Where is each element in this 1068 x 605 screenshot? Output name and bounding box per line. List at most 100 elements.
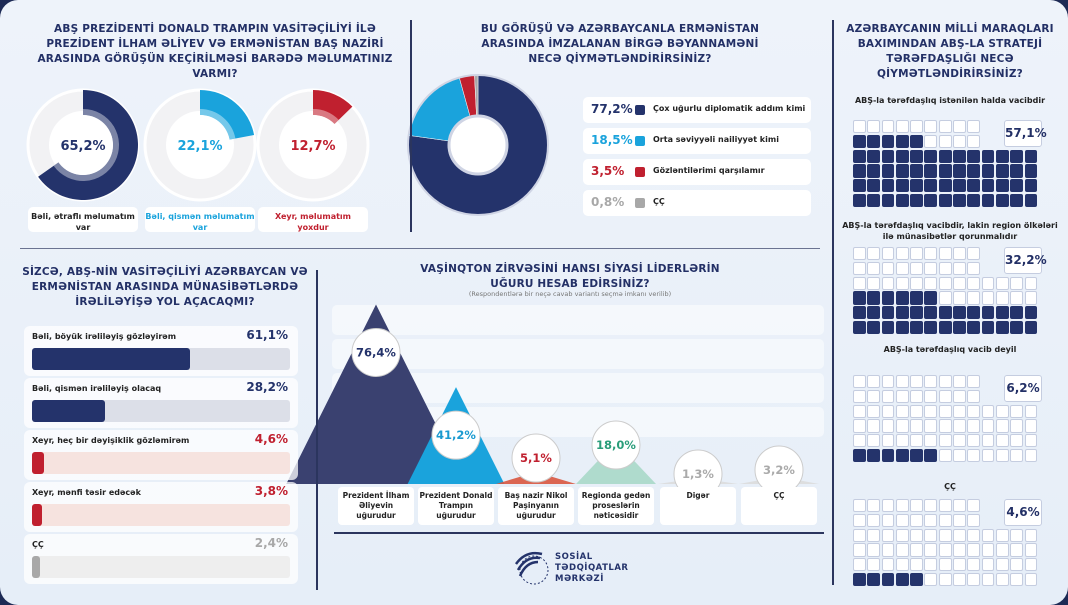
waffle-cell — [1010, 276, 1024, 290]
waffle-cell — [853, 543, 866, 557]
waffle-cell — [881, 306, 895, 320]
waffle-cell — [995, 528, 1009, 542]
waffle-cell — [867, 404, 881, 418]
waffle-cell — [981, 320, 995, 335]
waffle-cell — [910, 389, 923, 404]
legend-item: 77,2% Çox uğurlu diplomatik addım kimi — [583, 97, 811, 123]
waffle-cell — [1024, 193, 1038, 208]
waffle-cell — [967, 149, 981, 163]
gauge-value: 12,7% — [290, 139, 335, 154]
waffle-cell — [881, 543, 895, 557]
gauge-value: 22,1% — [177, 139, 222, 154]
waffle-cell — [995, 179, 1009, 193]
waffle-cell — [967, 513, 981, 528]
bar-value: 3,8% — [254, 484, 288, 498]
logo-icon — [514, 551, 549, 585]
waffle-cell — [981, 404, 995, 418]
legend-label: Orta səviyyəli nailiyyət kimi — [653, 135, 779, 144]
waffle-cell — [867, 389, 881, 404]
gauge-arc — [38, 90, 138, 201]
bar-track — [32, 504, 290, 526]
waffle-cell — [924, 434, 938, 448]
waffle-cell — [938, 404, 952, 418]
waffle-cell — [1010, 448, 1024, 463]
waffle-cell — [867, 513, 881, 528]
bar-track — [32, 556, 290, 578]
waffle-cell — [967, 164, 981, 178]
gauge-center — [53, 115, 113, 175]
waffle-cell — [953, 528, 966, 542]
waffle-cell — [895, 375, 909, 389]
waffle-cell — [1024, 558, 1038, 572]
waffle-cell — [953, 375, 966, 389]
waffle-cell — [953, 306, 966, 320]
waffle-cell — [881, 448, 895, 463]
waffle-cell — [867, 276, 881, 290]
waffle-cell — [1010, 572, 1024, 587]
waffle-cell — [953, 499, 966, 513]
waffle-cell — [910, 276, 923, 290]
peak-label: Baş nazir Nikol Paşinyanın uğurudur — [498, 487, 574, 525]
waffle-cell — [853, 306, 866, 320]
waffle-cell — [895, 434, 909, 448]
waffle-cell — [938, 434, 952, 448]
waffle-cell — [967, 120, 981, 134]
waffle-cell — [853, 164, 866, 178]
waffle-cell — [1010, 164, 1024, 178]
waffle-cell — [853, 193, 866, 208]
gauge-arc — [313, 90, 353, 125]
waffle-cell — [967, 247, 981, 261]
peak-marker — [511, 433, 561, 483]
waffle-cell — [867, 375, 881, 389]
waffle-cell — [995, 543, 1009, 557]
waffle-cell — [853, 513, 866, 528]
grid-band — [332, 305, 824, 335]
waffle-cell — [924, 572, 938, 587]
waffle-cell — [953, 572, 966, 587]
peak-value: 76,4% — [356, 345, 396, 359]
legend-label: Gözləntilərimi qarşılamır — [653, 166, 765, 175]
waffle-cell — [981, 291, 995, 305]
divider — [832, 20, 834, 585]
waffle-cell — [938, 134, 952, 149]
waffle-cell — [853, 558, 866, 572]
peak-label: Digər — [660, 487, 736, 525]
waffle-cell — [1024, 164, 1038, 178]
waffle-cell — [895, 448, 909, 463]
peak-label: Regionda gedən proseslərin nəticəsidir — [578, 487, 654, 525]
waffle-cell — [1010, 528, 1024, 542]
waffle-cell — [924, 120, 938, 134]
waffle-cell — [938, 276, 952, 290]
waffle-cell — [895, 247, 909, 261]
peak-value: 5,1% — [520, 451, 552, 465]
waffle-cell — [853, 389, 866, 404]
legend-value: 3,5% — [591, 164, 625, 178]
gauge-label: Bəli, ətraflı məlumatım var — [28, 207, 138, 232]
waffle-cell — [953, 291, 966, 305]
waffle-cell — [995, 419, 1009, 433]
waffle-cell — [1010, 193, 1024, 208]
waffle-cell — [881, 434, 895, 448]
waffle-cell — [867, 434, 881, 448]
gauge-center — [283, 115, 343, 175]
waffle-cell — [910, 543, 923, 557]
waffle-cell — [1024, 434, 1038, 448]
waffle-cell — [924, 149, 938, 163]
peak-value: 41,2% — [436, 428, 476, 442]
q3-title: AZƏRBAYCANIN MİLLİ MARAQLARI BAXIMINDAN … — [846, 23, 1054, 80]
bar-track — [32, 400, 290, 422]
waffle-cell — [995, 291, 1009, 305]
waffle-cell — [910, 149, 923, 163]
waffle-cell — [895, 499, 909, 513]
waffle-cell — [881, 513, 895, 528]
waffle-cell — [981, 164, 995, 178]
legend-item: 3,5% Gözləntilərimi qarşılamır — [583, 159, 811, 185]
waffle-cell — [910, 499, 923, 513]
waffle-cell — [924, 404, 938, 418]
waffle-cell — [924, 513, 938, 528]
waffle-value: 4,6% — [1004, 499, 1042, 526]
waffle-cell — [895, 291, 909, 305]
waffle-cell — [953, 164, 966, 178]
